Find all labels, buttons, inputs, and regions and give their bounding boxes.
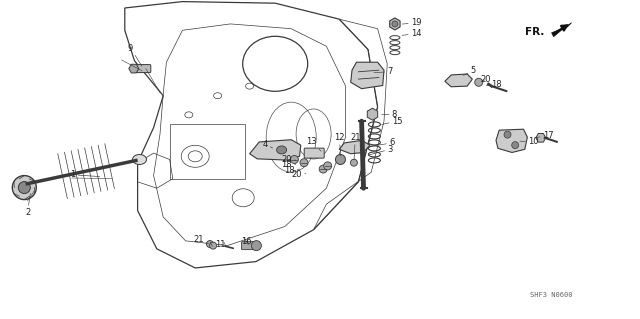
Text: 12: 12 (334, 133, 344, 156)
Text: 3: 3 (369, 145, 392, 155)
Text: 20: 20 (282, 155, 296, 164)
Text: 21: 21 (193, 235, 209, 244)
Text: 14: 14 (402, 29, 421, 38)
Text: 20: 20 (292, 170, 306, 179)
Text: SHF3 N0600: SHF3 N0600 (530, 292, 573, 298)
Text: 6: 6 (371, 138, 394, 147)
Circle shape (210, 242, 216, 249)
Circle shape (19, 182, 30, 194)
Text: 21: 21 (350, 133, 360, 160)
Circle shape (351, 159, 357, 166)
Text: 10: 10 (520, 137, 538, 146)
Circle shape (335, 154, 346, 165)
Text: 15: 15 (381, 117, 402, 126)
Text: 7: 7 (374, 67, 392, 76)
Polygon shape (496, 129, 527, 152)
Text: 20: 20 (480, 75, 490, 84)
Circle shape (319, 165, 327, 173)
FancyBboxPatch shape (241, 241, 257, 250)
FancyArrowPatch shape (554, 25, 567, 33)
FancyBboxPatch shape (135, 64, 151, 73)
Ellipse shape (276, 146, 287, 154)
Circle shape (12, 175, 36, 200)
Text: 18: 18 (486, 80, 502, 89)
Ellipse shape (132, 154, 147, 165)
Text: 13: 13 (306, 137, 321, 151)
Text: 16: 16 (241, 237, 252, 246)
Text: 5: 5 (463, 66, 476, 75)
Text: 18: 18 (281, 160, 296, 169)
Polygon shape (445, 74, 472, 87)
Text: 18: 18 (284, 166, 300, 175)
Circle shape (207, 241, 213, 248)
Text: 19: 19 (402, 19, 421, 27)
Polygon shape (250, 140, 301, 160)
Text: 2: 2 (25, 194, 30, 217)
Circle shape (291, 155, 298, 164)
Polygon shape (351, 62, 384, 89)
Circle shape (324, 162, 332, 170)
Text: 11: 11 (216, 240, 226, 249)
Polygon shape (552, 23, 572, 37)
Polygon shape (339, 140, 370, 154)
Circle shape (504, 131, 511, 138)
Text: 9: 9 (128, 44, 142, 66)
Text: 17: 17 (537, 131, 554, 140)
Bar (170, 124, 244, 179)
Circle shape (512, 142, 518, 149)
Text: 8: 8 (381, 110, 397, 119)
Circle shape (300, 159, 308, 167)
FancyBboxPatch shape (304, 148, 324, 158)
Text: 1: 1 (70, 170, 100, 179)
Text: FR.: FR. (525, 27, 545, 37)
Circle shape (475, 78, 483, 86)
Circle shape (392, 21, 398, 27)
Text: 4: 4 (262, 140, 273, 149)
Circle shape (252, 241, 261, 251)
